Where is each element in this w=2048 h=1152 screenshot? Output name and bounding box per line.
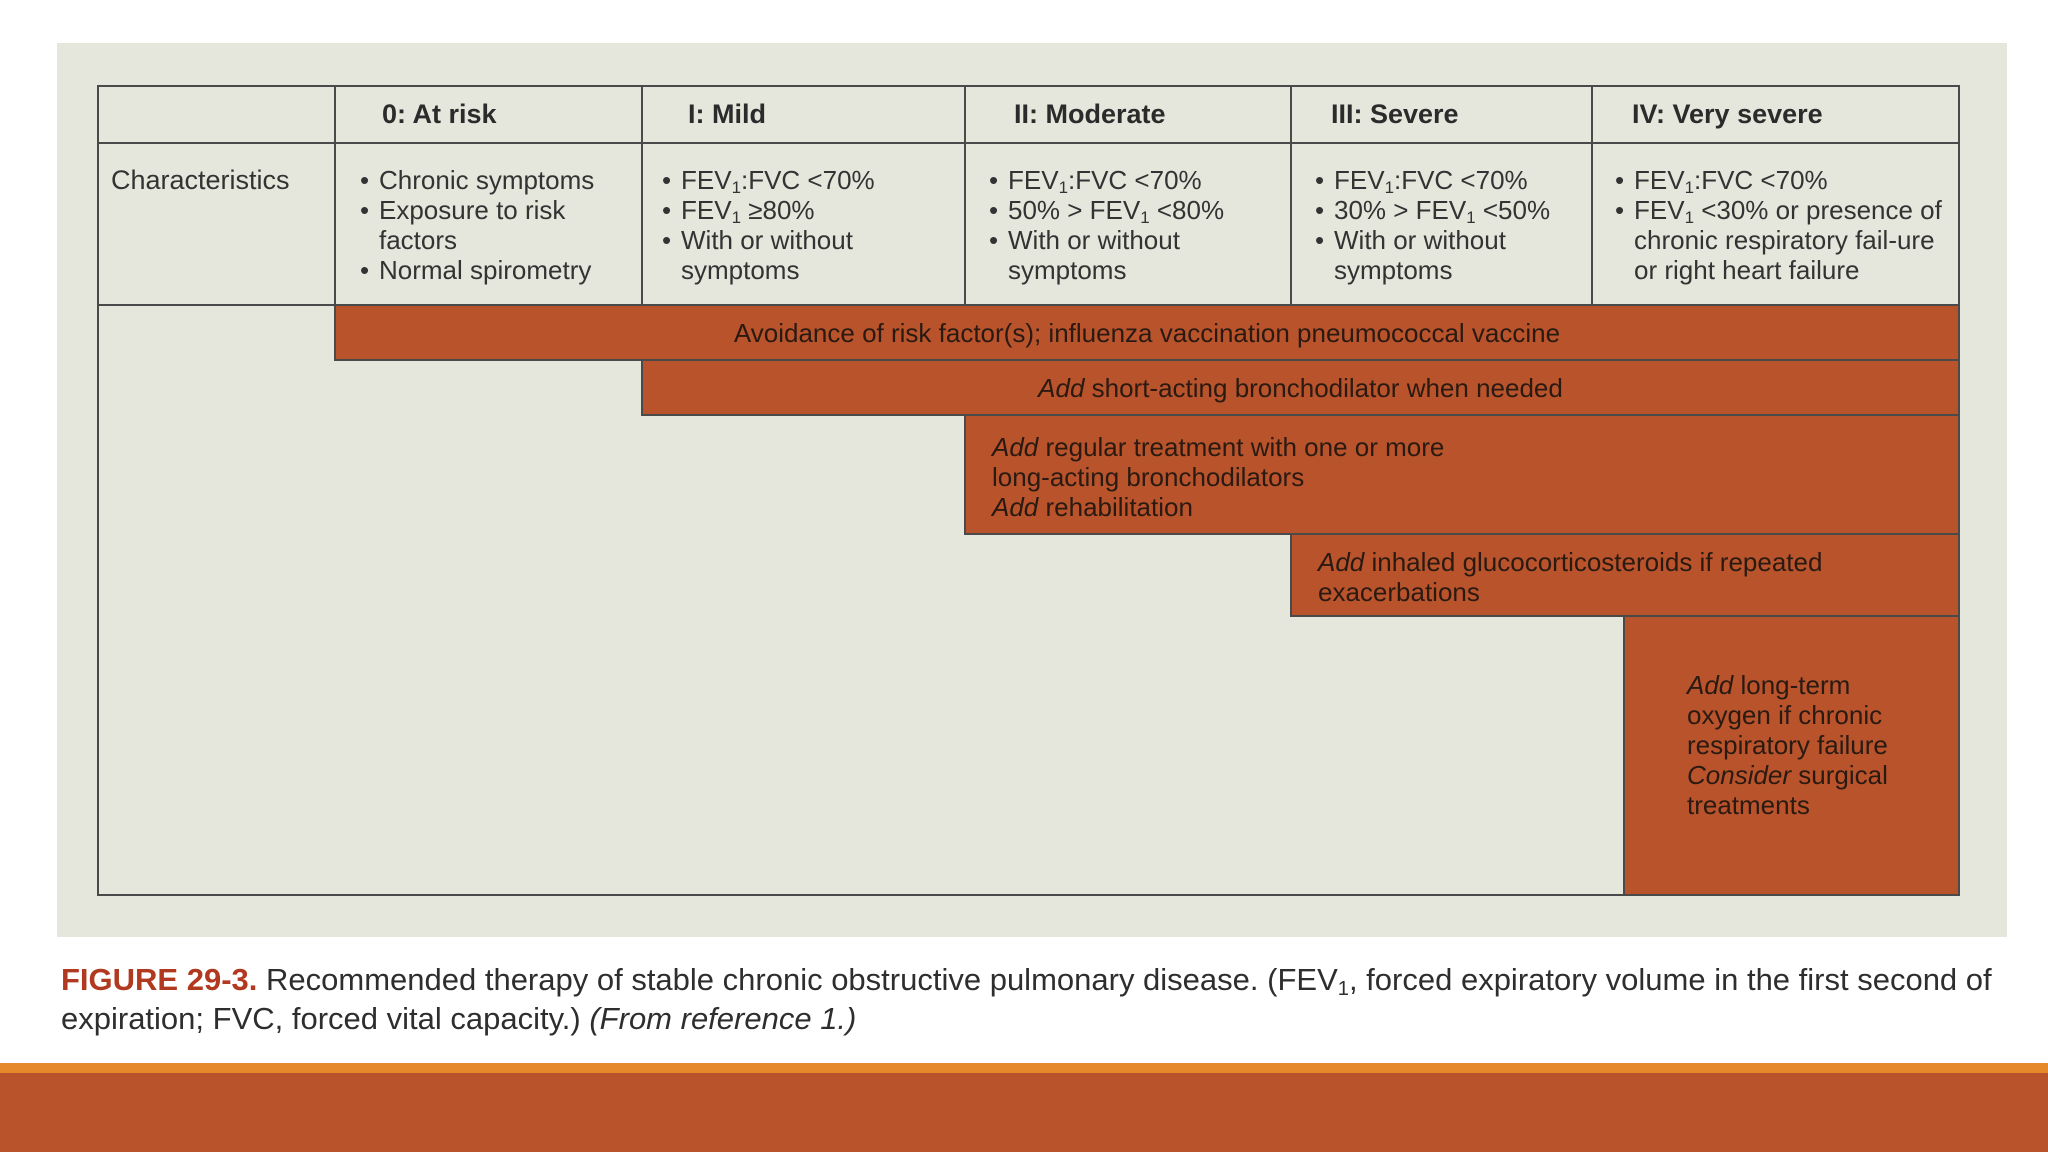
column-divider-4 <box>1290 85 1292 307</box>
subscript: 1 <box>1140 208 1150 228</box>
moderate-characteristics: FEV1:FVC <70% 50% > FEV1 <80% With or wi… <box>989 165 1279 285</box>
subscript: 1 <box>1384 178 1394 198</box>
emphasis: Consider <box>1687 760 1792 790</box>
emphasis: Add <box>1318 547 1365 577</box>
list-item: FEV1:FVC <70% <box>989 165 1279 198</box>
therapy-text: Consider surgical treatments <box>1687 760 1927 820</box>
therapy-text: Add long-term oxygen if chronic respirat… <box>1687 670 1897 760</box>
caption-source: (From reference 1.) <box>589 1001 857 1036</box>
therapy-bar-glucocorticosteroids: Add inhaled glucocorticosteroids if repe… <box>1290 533 1960 617</box>
list-item-text: <30% or presence of chronic respiratory … <box>1634 195 1942 285</box>
therapy-text: Add rehabilitation <box>992 492 1958 522</box>
list-item: With or without symptoms <box>662 225 932 285</box>
at-risk-characteristics: Chronic symptoms Exposure to risk factor… <box>360 165 630 285</box>
therapy-text-rest: short-acting bronchodilator when needed <box>1084 372 1563 403</box>
fev-label: FEV <box>1008 165 1059 195</box>
therapy-bar-oxygen: Add long-term oxygen if chronic respirat… <box>1623 615 1960 896</box>
list-item: With or without symptoms <box>989 225 1279 285</box>
therapy-bar-short-acting: Add short-acting bronchodilator when nee… <box>641 359 1960 416</box>
subscript: 1 <box>1337 978 1349 1001</box>
list-item-text: 50% > FEV <box>1008 195 1141 225</box>
list-item: Exposure to risk factors <box>360 195 630 255</box>
list-item: With or without symptoms <box>1315 225 1585 285</box>
list-item: FEV1 ≥80% <box>662 195 932 228</box>
emphasis: Add <box>992 492 1039 522</box>
list-item-text: 30% > FEV <box>1334 195 1467 225</box>
fev-label: FEV <box>681 165 732 195</box>
therapy-text: Add regular treatment with one or more l… <box>992 432 1472 492</box>
column-divider-2 <box>641 85 643 307</box>
header-moderate: II: Moderate <box>1014 99 1166 129</box>
footer-band <box>0 1073 2048 1152</box>
therapy-bar-long-acting: Add regular treatment with one or more l… <box>964 414 1960 535</box>
therapy-text-rest: rehabilitation <box>1038 492 1193 522</box>
list-item: 50% > FEV1 <80% <box>989 195 1279 228</box>
header-very-severe: IV: Very severe <box>1632 99 1823 129</box>
list-item: FEV1:FVC <70% <box>1615 165 1950 198</box>
therapy-text: Avoidance of risk factor(s); influenza v… <box>733 317 1561 348</box>
list-item: FEV1 <30% or presence of chronic respira… <box>1615 195 1950 285</box>
column-divider-3 <box>964 85 966 307</box>
caption-text: , forced expiratory volume in the first … <box>61 962 1992 1036</box>
header-at-risk: 0: At risk <box>382 99 497 129</box>
subscript: 1 <box>731 208 741 228</box>
list-item: FEV1:FVC <70% <box>1315 165 1585 198</box>
list-item-text: <80% <box>1149 195 1225 225</box>
header-divider <box>97 142 1960 144</box>
list-item-text: :FVC <70% <box>1693 165 1828 195</box>
fev-label: FEV <box>681 195 732 225</box>
emphasis: Add <box>1038 372 1085 403</box>
fev-label: FEV <box>1634 195 1685 225</box>
subscript: 1 <box>1684 178 1694 198</box>
therapy-text-rest: surgical treatments <box>1687 760 1888 820</box>
therapy-text-rest: inhaled glucocorticosteroids if repeated… <box>1318 547 1823 607</box>
list-item: 30% > FEV1 <50% <box>1315 195 1585 228</box>
list-item: FEV1:FVC <70% <box>662 165 932 198</box>
emphasis: Add <box>992 432 1039 462</box>
subscript: 1 <box>731 178 741 198</box>
severe-characteristics: FEV1:FVC <70% 30% > FEV1 <50% With or wi… <box>1315 165 1585 285</box>
list-item-text: ≥80% <box>740 195 815 225</box>
characteristics-label: Characteristics <box>111 165 290 195</box>
list-item: Chronic symptoms <box>360 165 630 195</box>
list-item-text: <50% <box>1475 195 1551 225</box>
column-divider-1 <box>334 85 336 307</box>
list-item-text: :FVC <70% <box>1067 165 1202 195</box>
figure-caption: FIGURE 29-3. Recommended therapy of stab… <box>61 960 2011 1038</box>
caption-text: Recommended therapy of stable chronic ob… <box>257 962 1338 997</box>
fev-label: FEV <box>1334 165 1385 195</box>
list-item: Normal spirometry <box>360 255 630 285</box>
list-item-text: :FVC <70% <box>1393 165 1528 195</box>
subscript: 1 <box>1466 208 1476 228</box>
header-mild: I: Mild <box>688 99 766 129</box>
footer-stripe <box>0 1063 2048 1073</box>
fev-label: FEV <box>1634 165 1685 195</box>
therapy-text-rest: regular treatment with one or more long-… <box>992 432 1445 492</box>
therapy-text-rest: long-term oxygen if chronic respiratory … <box>1687 670 1888 760</box>
column-divider-5 <box>1591 85 1593 307</box>
mild-characteristics: FEV1:FVC <70% FEV1 ≥80% With or without … <box>662 165 932 285</box>
therapy-text: Add short-acting bronchodilator when nee… <box>1038 373 1563 403</box>
therapy-bar-avoidance: Avoidance of risk factor(s); influenza v… <box>334 304 1960 361</box>
subscript: 1 <box>1684 208 1694 228</box>
emphasis: Add <box>1687 670 1734 700</box>
header-severe: III: Severe <box>1331 99 1459 129</box>
very-severe-characteristics: FEV1:FVC <70% FEV1 <30% or presence of c… <box>1615 165 1950 285</box>
subscript: 1 <box>1058 178 1068 198</box>
therapy-text: Add inhaled glucocorticosteroids if repe… <box>1318 547 1878 607</box>
list-item-text: :FVC <70% <box>740 165 875 195</box>
figure-label: FIGURE 29-3. <box>61 962 258 997</box>
